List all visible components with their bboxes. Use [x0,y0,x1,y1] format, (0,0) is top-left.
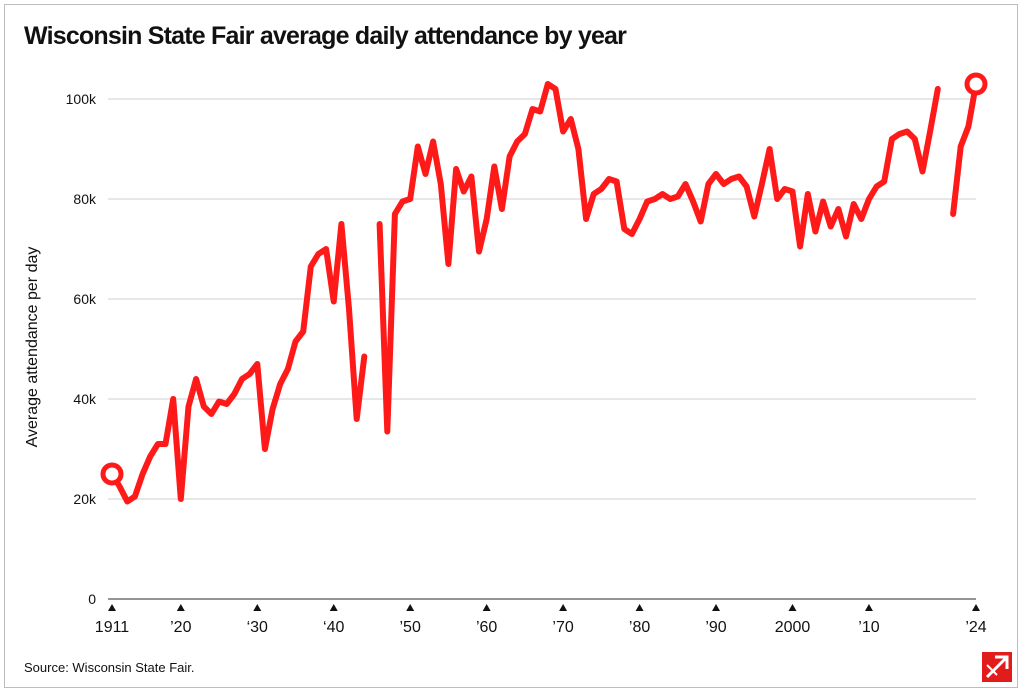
endpoint-marker [964,72,988,96]
x-tick-label: ’20 [170,619,191,636]
x-tick-marker [972,604,980,611]
endpoint-marker [100,462,124,486]
x-tick-marker [406,604,415,611]
y-tick-label: 0 [88,591,96,607]
x-tick-marker [788,604,797,611]
series-line-segment [376,81,941,435]
y-tick-label: 80k [73,191,97,207]
series-line-segment [109,221,368,505]
series-line-segment [950,81,979,217]
x-tick-label: ’80 [629,619,650,636]
chart-title: Wisconsin State Fair average daily atten… [24,22,627,50]
x-tick-label: ’50 [400,619,421,636]
y-tick-label: 60k [73,291,97,307]
x-tick-marker [253,604,262,611]
y-tick-label: 100k [66,91,97,107]
source-note: Source: Wisconsin State Fair. [24,660,195,675]
x-tick-label: ’10 [858,619,879,636]
x-axis-ticks: 1911 ’20 ‘30 ‘40 ’50 ’60 ’70 ’80 ’90 2000 ’10 ’24 [95,604,987,636]
x-tick-marker [108,604,116,611]
highlight-markers [100,72,988,486]
chart-frame [4,4,1018,688]
y-tick-label: 20k [73,491,97,507]
x-tick-label: ‘40 [323,619,344,636]
x-tick-label: ‘30 [247,619,268,636]
x-tick-marker [559,604,568,611]
x-tick-marker [329,604,338,611]
x-tick-label: ’24 [965,619,986,636]
gridlines [108,98,976,600]
publisher-logo-icon [982,652,1012,682]
x-tick-label: 2000 [775,619,811,636]
x-tick-marker [864,604,873,611]
x-tick-label: ’90 [705,619,726,636]
x-tick-marker [176,604,185,611]
x-tick-marker [635,604,644,611]
y-axis-label: Average attendance per day [24,247,41,448]
y-tick-label: 40k [73,391,97,407]
x-tick-marker [712,604,721,611]
x-tick-label: ’70 [552,619,573,636]
x-tick-label: 1911 [95,619,130,636]
x-tick-marker [482,604,491,611]
x-tick-label: ’60 [476,619,497,636]
attendance-series [109,81,979,505]
y-axis-ticks: 0 20k 40k 60k 80k 100k [66,91,97,607]
